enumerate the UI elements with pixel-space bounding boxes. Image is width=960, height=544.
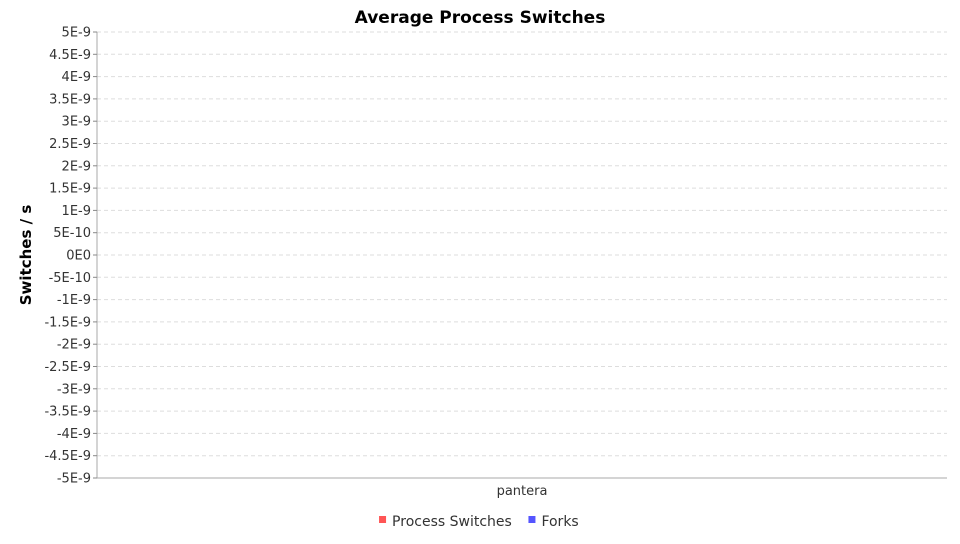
gridlines — [97, 31, 947, 479]
y-tick-label: 5E-10 — [53, 226, 91, 241]
legend: Process Switches Forks — [379, 514, 579, 530]
legend-label-forks: Forks — [541, 514, 578, 530]
y-tick-label: -4.5E-9 — [44, 449, 91, 464]
y-tick-label: 2.5E-9 — [49, 137, 91, 152]
y-tick-label: 4E-9 — [62, 70, 91, 85]
y-tick-label: 4.5E-9 — [49, 48, 91, 63]
y-tick-label: 0E0 — [66, 249, 91, 264]
y-tick-label: -1E-9 — [57, 293, 91, 308]
y-tick-label: 1.5E-9 — [49, 182, 91, 197]
y-tick-label: -4E-9 — [57, 427, 91, 442]
y-tick-label: 1E-9 — [62, 204, 91, 219]
y-tick-label: -3.5E-9 — [44, 405, 91, 420]
y-axis-ticks: 5E-9 4.5E-9 4E-9 3.5E-9 3E-9 2.5E-9 2E-9 1.5E-9… — [44, 26, 97, 487]
y-tick-label: 3E-9 — [62, 115, 91, 130]
y-tick-label: 2E-9 — [62, 159, 91, 174]
y-tick-label: 5E-9 — [62, 26, 91, 41]
y-tick-label: -5E-9 — [57, 472, 91, 487]
y-tick-label: -2.5E-9 — [44, 360, 91, 375]
y-axis-label: Switches / s — [17, 205, 35, 306]
y-tick-label: -3E-9 — [57, 382, 91, 397]
x-tick-label: pantera — [497, 484, 548, 499]
y-tick-label: 3.5E-9 — [49, 92, 91, 107]
legend-swatch-process-switches — [379, 516, 387, 523]
x-axis-ticks: pantera — [497, 484, 548, 499]
y-tick-label: -5E-10 — [49, 271, 91, 286]
y-tick-label: -1.5E-9 — [44, 315, 91, 330]
y-tick-label: -2E-9 — [57, 338, 91, 353]
legend-swatch-forks — [528, 516, 536, 523]
chart-title: Average Process Switches — [355, 8, 606, 28]
legend-label-process-switches: Process Switches — [392, 514, 512, 530]
